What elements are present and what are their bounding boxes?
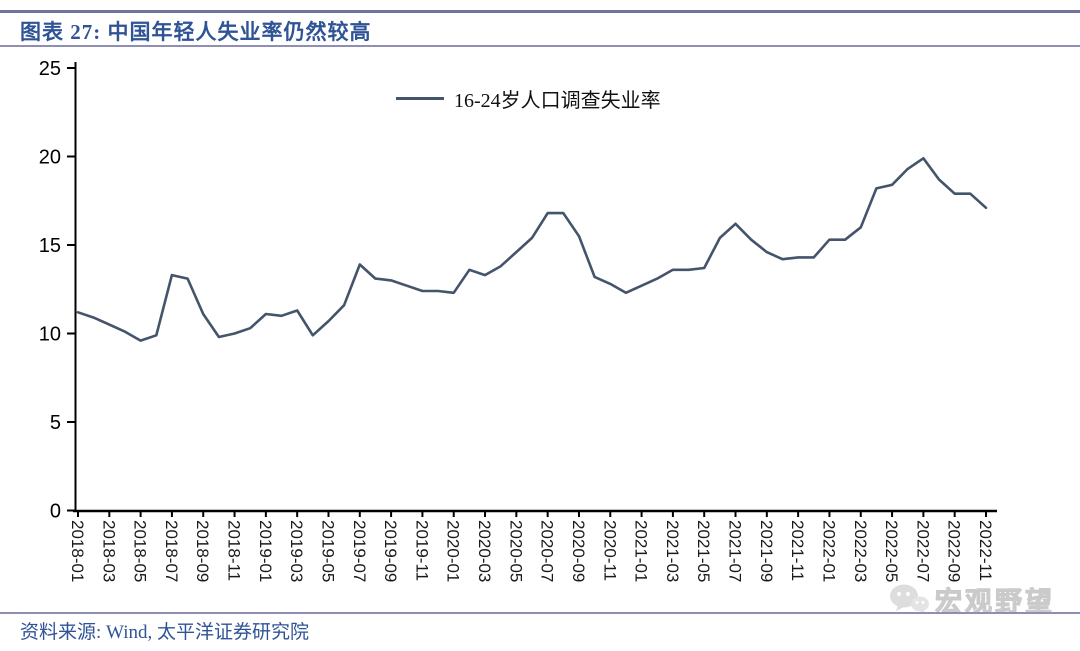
x-axis-tick-label: 2020-03 [475,520,494,582]
x-axis-tick-label: 2020-01 [444,520,463,582]
x-axis-tick-label: 2022-01 [819,520,838,582]
y-axis-tick-label: 10 [39,324,61,346]
unemployment-rate-line [76,157,988,342]
x-axis-tick-label: 2022-11 [976,520,995,581]
x-axis-tick-label: 2018-11 [225,520,244,581]
x-axis-tick-label: 2018-09 [193,520,212,582]
x-axis-tick-label: 2019-09 [381,520,400,582]
x-axis-tick-label: 2020-09 [569,520,588,582]
x-axis-tick-label: 2018-05 [131,520,150,582]
x-axis-tick-label: 2021-03 [663,520,682,582]
x-axis-tick-label: 2019-07 [350,520,369,582]
chart-title: 图表 27: 中国年轻人失业率仍然较高 [20,20,372,44]
x-axis-tick-label: 2022-07 [913,520,932,582]
y-axis-tick-label: 0 [50,501,61,523]
y-axis-tick-label: 25 [39,58,61,80]
x-axis-tick-label: 2022-09 [945,520,964,582]
x-axis-tick-label: 2018-03 [99,520,118,582]
x-axis-tick-label: 2019-01 [256,520,275,582]
source-note: 资料来源: Wind, 太平洋证券研究院 [20,622,309,643]
legend-label: 16-24岁人口调查失业率 [454,90,661,112]
y-axis-tick-label: 15 [39,235,61,257]
legend-line-sample-icon [396,97,444,100]
x-axis-tick-label: 2020-11 [600,520,619,581]
x-axis-tick-label: 2020-05 [506,520,525,582]
x-axis-tick-label: 2021-11 [788,520,807,581]
x-axis-tick-label: 2022-03 [851,520,870,582]
x-axis-tick-label: 2022-05 [882,520,901,582]
x-axis-tick-label: 2019-11 [412,520,431,581]
x-axis-tick-label: 2021-01 [632,520,651,582]
footer-rule [0,612,1080,614]
x-axis-tick-label: 2018-07 [162,520,181,582]
x-axis-tick-label: 2021-05 [694,520,713,582]
x-axis-tick-label: 2019-05 [318,520,337,582]
y-axis-tick-label: 20 [39,147,61,169]
x-axis-tick-label: 2021-07 [726,520,745,582]
x-axis-tick-label: 2020-07 [538,520,557,582]
chart-legend: 16-24岁人口调查失业率 [396,84,661,113]
title-underline-rule [0,45,1080,47]
x-axis-tick-label: 2019-03 [287,520,306,582]
x-axis-tick-label: 2018-01 [68,520,87,582]
y-axis-tick-label: 5 [50,412,61,434]
top-rule [0,10,1080,13]
x-axis-tick-label: 2021-09 [757,520,776,582]
